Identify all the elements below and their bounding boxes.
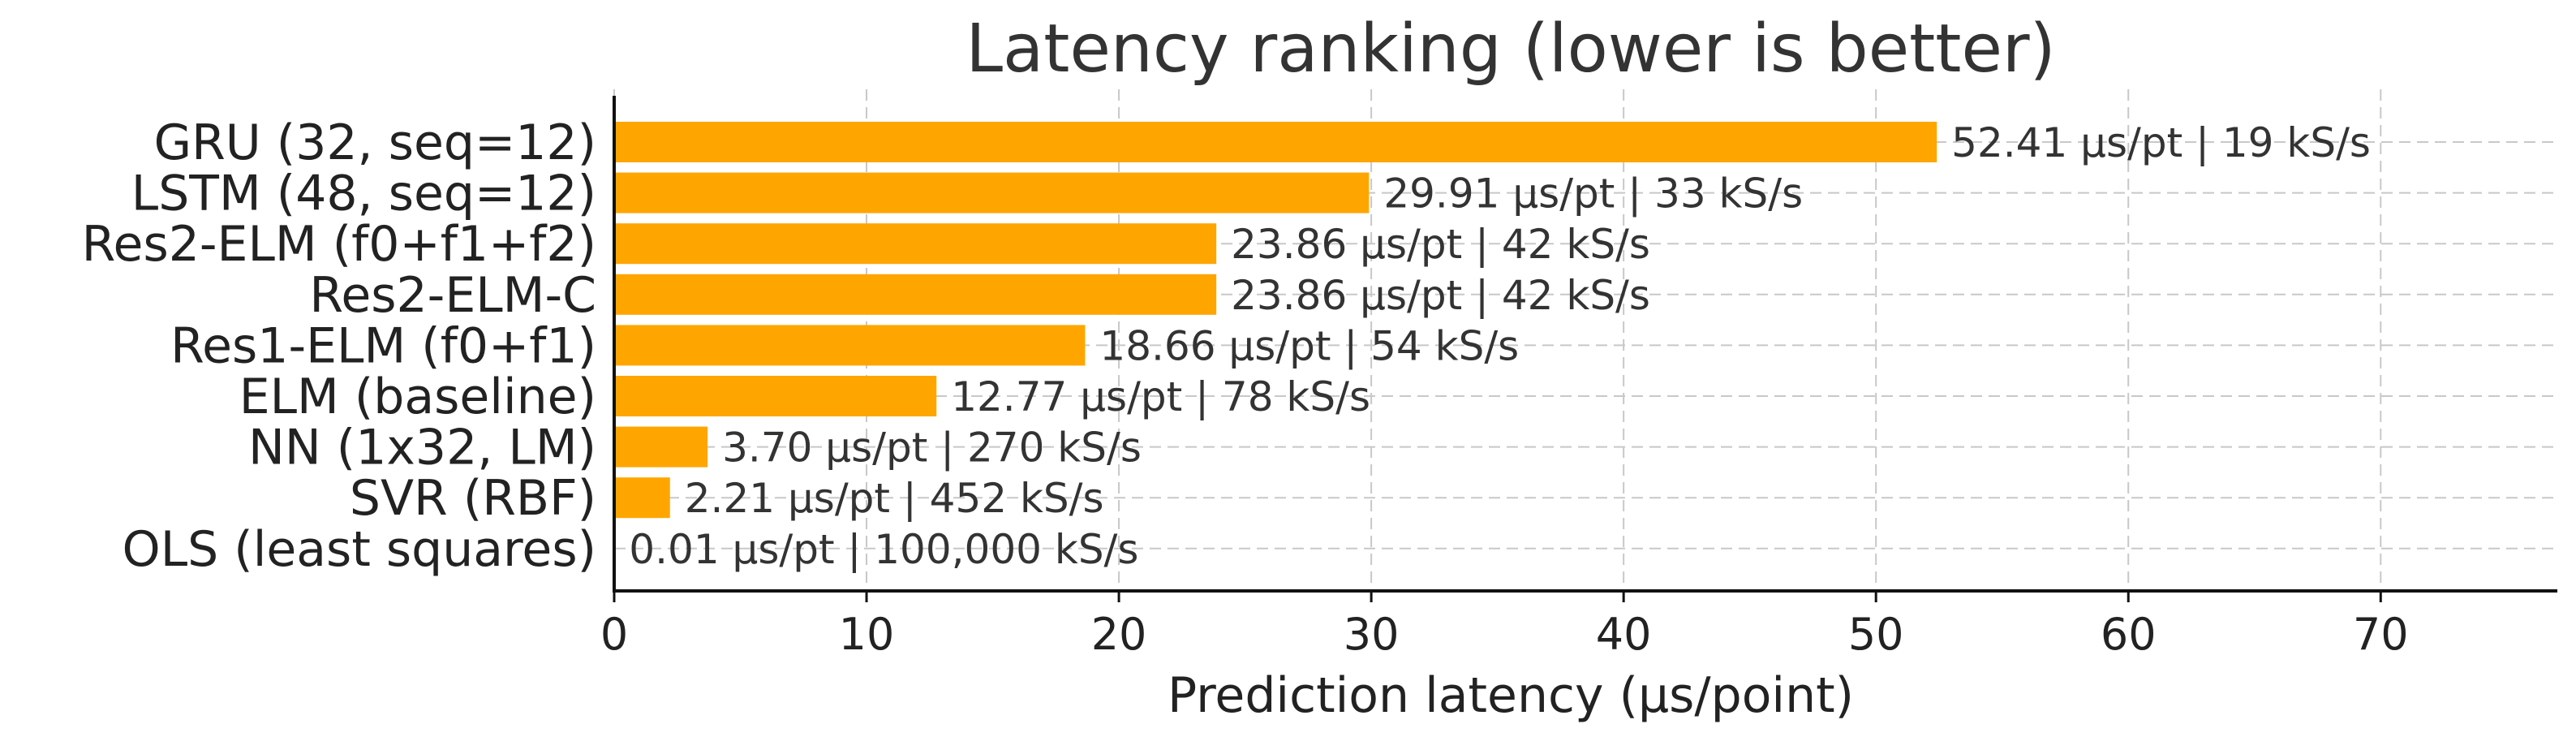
x-tick-label-4: 40 [1596,609,1652,660]
category-labels: GRU (32, seq=12)LSTM (48, seq=12)Res2-EL… [82,114,596,578]
x-tick-label-5: 50 [1848,609,1904,660]
data-label-1: 29.91 µs/pt | 33 kS/s [1383,170,1803,218]
data-label-2: 23.86 µs/pt | 42 kS/s [1231,221,1650,268]
bar-1 [614,172,1370,213]
category-label-2: Res2-ELM (f0+f1+f2) [82,216,596,273]
x-tick-label-3: 30 [1344,609,1400,660]
data-label-4: 18.66 µs/pt | 54 kS/s [1099,322,1519,369]
category-label-0: GRU (32, seq=12) [154,114,596,171]
category-label-3: Res2-ELM-C [309,267,596,324]
axes [613,96,2557,593]
bar-2 [614,223,1217,265]
chart-title: Latency ranking (lower is better) [965,11,2055,88]
x-tick-label-6: 60 [2101,609,2157,660]
x-ticks: 0 10 20 30 40 50 60 70 [600,591,2409,660]
category-label-8: OLS (least squares) [122,521,596,578]
x-tick-label-1: 10 [839,609,895,660]
bar-3 [614,274,1217,315]
data-label-3: 23.86 µs/pt | 42 kS/s [1231,272,1650,319]
bar-4 [614,325,1086,366]
category-label-5: ELM (baseline) [239,369,596,425]
data-labels: 52.41 µs/pt | 19 kS/s 29.91 µs/pt | 33 kS… [629,119,2371,573]
data-label-0: 52.41 µs/pt | 19 kS/s [1951,119,2371,166]
data-label-5: 12.77 µs/pt | 78 kS/s [951,373,1370,420]
data-label-6: 3.70 µs/pt | 270 kS/s [722,425,1142,472]
bars [614,122,1937,569]
data-label-7: 2.21 µs/pt | 452 kS/s [685,475,1104,522]
category-label-7: SVR (RBF) [350,470,596,527]
bar-7 [614,477,670,519]
x-tick-label-0: 0 [600,609,628,660]
x-tick-label-2: 20 [1091,609,1147,660]
category-label-1: LSTM (48, seq=12) [131,166,596,222]
category-label-6: NN (1x32, LM) [248,420,596,476]
category-label-4: Res1-ELM (f0+f1) [170,317,596,374]
x-tick-label-7: 70 [2353,609,2409,660]
data-label-8: 0.01 µs/pt | 100,000 kS/s [629,526,1138,573]
bar-5 [614,376,937,416]
bar-0 [614,122,1937,162]
bar-6 [614,426,708,468]
x-axis-label: Prediction latency (µs/point) [1168,667,1854,724]
